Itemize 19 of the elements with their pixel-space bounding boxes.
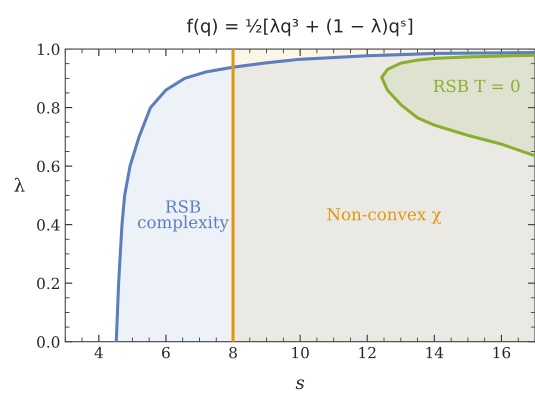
y-tick-label: 1.0	[38, 44, 60, 56]
chart-title: f(q) = ½[λq³ + (1 − λ)qˢ]	[186, 18, 412, 36]
y-tick-label: 0.6	[37, 160, 60, 172]
y-tick-label: 0.2	[37, 278, 59, 290]
y-axis-title: λ	[14, 178, 25, 192]
x-tick-label: 16	[494, 346, 510, 358]
x-tick-label: 6	[162, 346, 170, 358]
x-tick-label: 14	[426, 346, 444, 358]
x-tick-label: 10	[292, 346, 309, 358]
x-tick-label: 4	[94, 346, 103, 358]
y-tick-label: 0.4	[37, 219, 60, 231]
y-tick-label: 0.8	[37, 102, 60, 114]
band-label: Non-convex χ	[327, 208, 442, 224]
y-tick-label: 0.0	[37, 336, 60, 348]
x-axis-title: s	[296, 379, 304, 390]
series-label: RSB T = 0	[434, 80, 520, 92]
series-label: RSB complexity	[138, 200, 229, 232]
x-tick-label: 8	[229, 346, 237, 358]
x-tick-label: 12	[359, 346, 376, 358]
